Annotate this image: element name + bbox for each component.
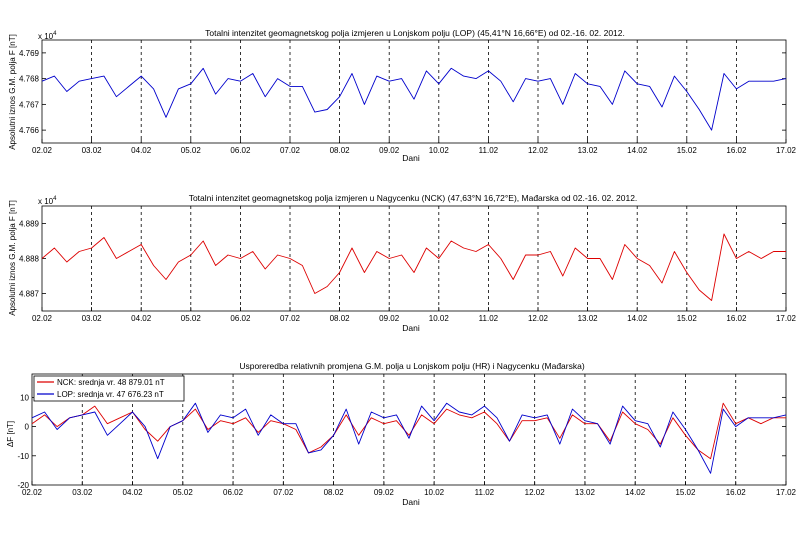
x-axis-label: Dani [402, 153, 420, 163]
y-tick-label: 10 [20, 393, 29, 402]
y-tick-label: 4.768 [19, 75, 40, 84]
x-tick-label: 12.02 [525, 488, 546, 497]
y-tick-label: 4.766 [19, 126, 40, 135]
y-tick-label: 4.769 [19, 49, 40, 58]
y-tick-label: 4.887 [19, 290, 40, 299]
x-tick-label: 17.02 [776, 488, 797, 497]
x-tick-label: 06.02 [223, 488, 244, 497]
series-line-0 [41, 233, 786, 301]
x-tick-label: 13.02 [575, 488, 596, 497]
x-tick-label: 04.02 [123, 488, 144, 497]
x-tick-label: 05.02 [173, 488, 194, 497]
x-axis-label: Dani [402, 323, 420, 333]
x-tick-label: 16.02 [726, 314, 747, 323]
x-tick-label: 15.02 [675, 488, 696, 497]
legend-label-lop: LOP: srednja vr. 47 676.23 nT [57, 390, 164, 399]
x-tick-label: 13.02 [578, 314, 599, 323]
y-exponent-label: x 104 [38, 196, 57, 206]
x-tick-label: 08.02 [330, 146, 351, 155]
x-tick-label: 06.02 [230, 314, 251, 323]
x-tick-label: 02.02 [32, 146, 53, 155]
y-tick-label: 4.767 [19, 100, 40, 109]
x-tick-label: 09.02 [379, 146, 400, 155]
y-axis-label: ΔF [nT] [6, 421, 15, 447]
plot-area-comparison: 02.02 03.02 04.02 05.02 06.02 07.02 08.02 09.02… [17, 373, 797, 497]
x-tick-label: 11.02 [479, 314, 499, 323]
x-tick-label: 12.02 [528, 146, 549, 155]
y-tick-label: 4.888 [19, 255, 40, 264]
legend-label-nck: NCK: srednja vr. 48 879.01 nT [57, 378, 165, 387]
x-tick-label: 03.02 [82, 314, 103, 323]
chart-title: Totalni intenzitet geomagnetskog polja i… [205, 28, 625, 38]
x-tick-label: 07.02 [280, 314, 301, 323]
x-axis-label: Dani [402, 497, 420, 507]
x-tick-label: 10.02 [424, 488, 445, 497]
chart-title: Totalni intenzitet geomagnetskog polja i… [189, 193, 638, 203]
x-tick-label: 02.02 [32, 314, 53, 323]
axes-box [41, 205, 787, 312]
x-tick-label: 08.02 [324, 488, 345, 497]
x-tick-label: 11.02 [479, 146, 499, 155]
x-tick-label: 10.02 [429, 146, 450, 155]
y-tick-label: -20 [17, 481, 29, 490]
y-tick-label: 4.889 [19, 220, 40, 229]
y-axis-label: Apsolutni iznos G.M. polja F [nT] [8, 34, 17, 150]
chart-title: Usporeredba relativnih promjena G.M. pol… [239, 361, 585, 371]
x-tick-label: 16.02 [726, 146, 747, 155]
x-tick-label: 12.02 [528, 314, 549, 323]
x-tick-label: 07.02 [273, 488, 294, 497]
x-tick-label: 13.02 [578, 146, 599, 155]
x-tick-label: 14.02 [627, 314, 648, 323]
x-tick-label: 14.02 [627, 146, 648, 155]
y-axis-label: Apsolutni iznos G.M. polja F [nT] [8, 200, 17, 316]
x-tick-label: 17.02 [776, 146, 797, 155]
plot-area-lop: 02.02 03.02 04.02 05.02 06.02 07.02 08.02 09.02… [19, 39, 797, 155]
x-tick-label: 15.02 [677, 146, 698, 155]
axes-box [41, 39, 787, 144]
x-tick-label: 11.02 [475, 488, 495, 497]
x-tick-label: 17.02 [776, 314, 797, 323]
chart-panel-comparison: Usporeredba relativnih promjena G.M. pol… [6, 361, 797, 507]
x-tick-label: 10.02 [429, 314, 450, 323]
x-tick-label: 04.02 [131, 314, 152, 323]
x-tick-label: 09.02 [374, 488, 395, 497]
chart-panel-lop: Totalni intenzitet geomagnetskog polja i… [8, 28, 797, 163]
x-tick-label: 03.02 [72, 488, 93, 497]
x-tick-label: 08.02 [330, 314, 351, 323]
x-tick-label: 04.02 [131, 146, 152, 155]
x-tick-label: 14.02 [625, 488, 646, 497]
x-tick-label: 05.02 [181, 146, 202, 155]
series-line-0 [31, 402, 786, 460]
x-tick-label: 05.02 [181, 314, 202, 323]
series-line-0 [41, 67, 787, 131]
x-tick-label: 15.02 [677, 314, 698, 323]
x-tick-label: 03.02 [82, 146, 103, 155]
legend-box [33, 375, 185, 402]
y-tick-label: 0 [25, 423, 30, 432]
axes-box [31, 373, 787, 486]
x-tick-label: 09.02 [379, 314, 400, 323]
x-tick-label: 06.02 [230, 146, 251, 155]
chart-panel-nck: Totalni intenzitet geomagnetskog polja i… [8, 193, 797, 333]
legend: NCK: srednja vr. 48 879.01 nT LOP: sredn… [33, 375, 185, 402]
x-tick-label: 02.02 [22, 488, 43, 497]
series-line-1 [31, 402, 787, 474]
x-tick-label: 16.02 [726, 488, 747, 497]
plot-area-nck: 02.02 03.02 04.02 05.02 06.02 07.02 08.02 09.02… [19, 205, 797, 323]
x-tick-label: 07.02 [280, 146, 301, 155]
y-tick-label: -10 [17, 452, 29, 461]
y-exponent-label: x 104 [38, 31, 57, 41]
